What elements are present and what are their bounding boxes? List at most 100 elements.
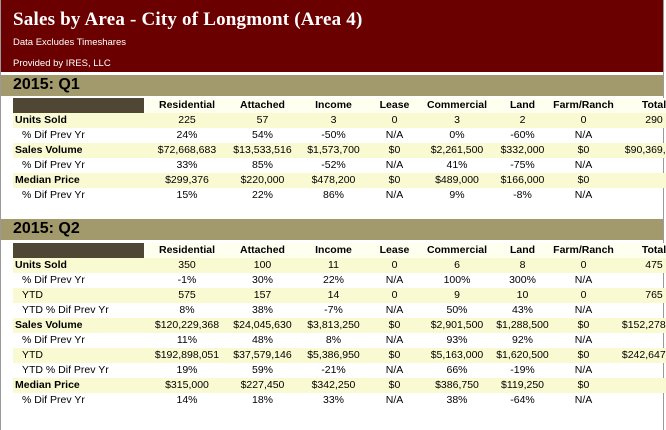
table-cell: 225 [145, 113, 229, 128]
row-label: YTD [13, 288, 145, 303]
column-header: Land [496, 98, 549, 113]
table-cell: 18% [251, 394, 273, 406]
table-cell: $120,229,368 [145, 318, 229, 333]
table-cell: -8% [513, 189, 532, 201]
table-cell: $37,579,146 [229, 348, 296, 363]
table-row: % Dif Prev Yr 11% 48% 8% N/A 93% 92% N/A [13, 333, 666, 348]
table-row: YTD $192,898,051 $37,579,146 $5,386,950 $0 $5… [13, 348, 666, 363]
table-cell: 9 [418, 288, 496, 303]
table-cell: $0 [549, 173, 618, 188]
table-cell: 575 [145, 288, 229, 303]
column-header: Total [618, 243, 666, 258]
table-cell: 15% [176, 189, 198, 201]
header-corner [13, 243, 145, 258]
table-cell: -19% [510, 364, 535, 376]
report-header: Sales by Area - City of Longmont (Area 4… [1, 0, 663, 72]
table-cell: 0% [449, 129, 465, 141]
table-cell: $5,386,950 [296, 348, 371, 363]
table-cell: $1,288,500 [496, 318, 549, 333]
table-cell: 30% [251, 274, 273, 286]
table-cell: 22% [322, 274, 344, 286]
table-row: YTD 575 157 14 0 9 10 0 765 [13, 288, 666, 303]
table-cell: N/A [574, 189, 593, 201]
table-cell: 100% [443, 274, 471, 286]
table-cell: $315,000 [145, 378, 229, 393]
table-cell: 11% [176, 334, 198, 346]
table-cell: -1% [177, 274, 197, 286]
table-cell: 3 [296, 113, 371, 128]
table-cell: 0 [371, 288, 418, 303]
table-cell: 290 [618, 113, 666, 128]
column-header: Lease [371, 98, 418, 113]
table-cell: 9% [449, 189, 465, 201]
table-cell: N/A [574, 334, 593, 346]
column-header-row: Residential Attached Income Lease Commercial… [13, 243, 666, 258]
table-cell: 8% [325, 334, 342, 346]
table-cell: $0 [549, 143, 618, 158]
table-cell: -52% [321, 159, 346, 171]
table-cell: 59% [251, 364, 273, 376]
row-label: YTD % Dif Prev Yr [22, 364, 109, 376]
table-cell: 19% [176, 364, 198, 376]
row-label: Units Sold [13, 113, 145, 128]
table-cell: 43% [511, 304, 533, 316]
column-header: Lease [371, 243, 418, 258]
table-cell: $342,250 [296, 378, 371, 393]
table-cell: 100 [229, 258, 296, 273]
table-cell: $166,000 [496, 173, 549, 188]
table-row: Units Sold 225 57 3 0 3 2 0 290 [13, 113, 666, 128]
sales-table-q2: Residential Attached Income Lease Commercial… [13, 243, 666, 408]
table-cell: $220,000 [229, 173, 296, 188]
table-cell: N/A [385, 189, 404, 201]
table-cell: $2,261,500 [418, 143, 496, 158]
table-cell: $0 [549, 378, 618, 393]
quarter-label-q1: 2015: Q1 [13, 76, 80, 93]
table-cell: 66% [446, 364, 468, 376]
table-cell: -60% [510, 129, 535, 141]
column-header: Farm/Ranch [549, 243, 618, 258]
table-cell: $119,250 [496, 378, 549, 393]
table-cell: N/A [385, 274, 404, 286]
quarter-bar-q2: 2015: Q2 [1, 219, 663, 240]
row-label: Median Price [13, 378, 145, 393]
provider-note: Provided by IRES, LLC [13, 58, 111, 69]
sales-table-q1: Residential Attached Income Lease Commercial… [13, 98, 666, 203]
table-cell [618, 303, 666, 318]
header-corner-block-q2 [13, 243, 144, 258]
table-cell: 0 [371, 113, 418, 128]
table-cell: 92% [511, 334, 533, 346]
column-header: Residential [145, 243, 229, 258]
header-corner-block-q1 [13, 98, 144, 113]
table-cell [618, 158, 666, 173]
table-cell: 93% [446, 334, 468, 346]
table-row: YTD % Dif Prev Yr 8% 38% -7% N/A 50% 43% N/A [13, 303, 666, 318]
table-cell [618, 273, 666, 288]
row-label: Units Sold [13, 258, 145, 273]
table-cell: 10 [496, 288, 549, 303]
table-cell: $478,200 [296, 173, 371, 188]
row-label: Median Price [13, 173, 145, 188]
table-cell: N/A [574, 304, 593, 316]
table-cell: $2,901,500 [418, 318, 496, 333]
quarter-label-q2: 2015: Q2 [13, 220, 80, 237]
table-cell: N/A [574, 129, 593, 141]
table-cell: N/A [574, 394, 593, 406]
table-cell: 6 [418, 258, 496, 273]
timeshare-note: Data Excludes Timeshares [13, 37, 126, 48]
table-cell: 54% [251, 129, 273, 141]
table-cell: $192,898,051 [145, 348, 229, 363]
table-cell: $1,620,500 [496, 348, 549, 363]
table-cell: $332,000 [496, 143, 549, 158]
table-cell [618, 188, 666, 203]
table-cell: N/A [385, 159, 404, 171]
table-cell: $0 [371, 378, 418, 393]
row-label: % Dif Prev Yr [22, 394, 85, 406]
column-header: Income [296, 243, 371, 258]
row-label: Sales Volume [13, 318, 145, 333]
table-cell: 48% [251, 334, 273, 346]
table-cell: 3 [418, 113, 496, 128]
table-cell: $489,000 [418, 173, 496, 188]
table-cell: 0 [549, 113, 618, 128]
table-cell: 8% [179, 304, 195, 316]
table-cell: $3,813,250 [296, 318, 371, 333]
